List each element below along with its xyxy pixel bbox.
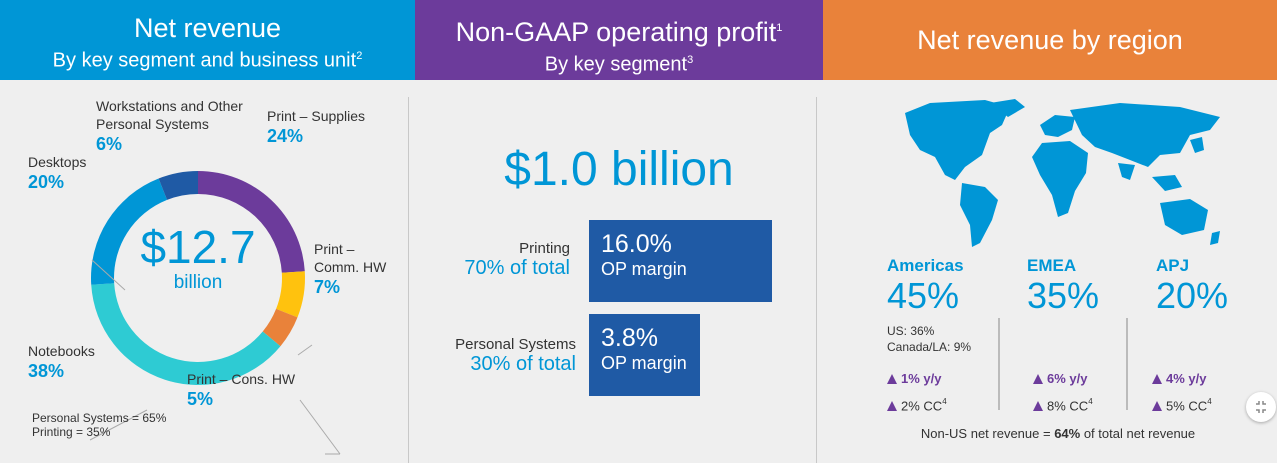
americas-detail: US: 36% Canada/LA: 9% — [887, 324, 972, 354]
collapse-icon[interactable] — [1246, 392, 1276, 422]
header-net-revenue: Net revenue By key segment and business … — [0, 0, 415, 80]
up-arrow-icon — [887, 401, 897, 412]
header-region: Net revenue by region — [823, 0, 1277, 80]
region-apj: APJ 20% — [1156, 256, 1229, 316]
leader-line — [299, 399, 341, 455]
op-margin-box-personal-systems: 3.8% OP margin — [589, 314, 700, 396]
center-value: $12.7 — [140, 221, 256, 273]
non-us-footer: Non-US net revenue = 64% of total net re… — [920, 426, 1196, 441]
label-notebooks: Notebooks 38% — [28, 343, 95, 381]
label-print-supplies: Print – Supplies 24% — [267, 108, 366, 146]
label-desktops: Desktops 20% — [28, 154, 87, 192]
leader-line — [91, 259, 126, 291]
header-title: Net revenue — [133, 13, 282, 43]
footnote-ref: 2 — [356, 50, 363, 62]
header-title: Net revenue by region — [917, 25, 1183, 55]
up-arrow-icon — [1033, 374, 1043, 384]
row-printing: Printing 70% of total — [464, 240, 570, 279]
emea-growth: 6% y/y 8% CC4 — [1033, 367, 1093, 417]
region-americas: Americas 45% — [887, 256, 964, 316]
segment-totals-note: Personal Systems = 65% Printing = 35% — [32, 411, 167, 439]
up-arrow-icon — [1152, 374, 1162, 384]
up-arrow-icon — [1033, 401, 1043, 412]
center-unit: billion — [173, 272, 223, 293]
donut-slice-workstations-and-other-personal-systems — [158, 171, 198, 200]
region-separator — [998, 318, 1000, 410]
header-subtitle: By key segment and business unit — [52, 49, 357, 72]
donut-slice-print-comm-hw — [276, 271, 305, 318]
donut-slice-notebooks — [91, 283, 281, 385]
donut-slice-print-supplies — [198, 171, 305, 273]
header-op-profit: Non-GAAP operating profit1 By key segmen… — [415, 0, 823, 80]
up-arrow-icon — [887, 374, 897, 384]
section-divider — [408, 97, 409, 463]
row-personal-systems: Personal Systems 30% of total — [455, 336, 576, 375]
world-map-icon — [905, 99, 1220, 247]
donut-center: $12.7 billion — [118, 222, 278, 294]
region-emea: EMEA 35% — [1027, 256, 1100, 316]
leader-line — [297, 344, 313, 356]
header-title: Non-GAAP operating profit — [455, 17, 777, 47]
region-separator — [1126, 318, 1128, 410]
label-print-cons-hw: Print – Cons. HW 5% — [187, 371, 296, 409]
label-workstations: Workstations and Other Personal Systems … — [96, 98, 243, 154]
donut-slice-print-cons-hw — [262, 308, 298, 347]
header-subtitle: By key segment — [544, 53, 688, 76]
up-arrow-icon — [1152, 401, 1162, 412]
section-divider — [816, 97, 817, 463]
op-profit-total: $1.0 billion — [504, 143, 734, 196]
footnote-ref: 1 — [776, 22, 783, 34]
op-margin-box-printing: 16.0% OP margin — [589, 220, 772, 302]
donut-chart — [89, 171, 341, 455]
americas-growth: 1% y/y 2% CC4 — [887, 367, 947, 417]
label-print-comm-hw: Print – Comm. HW 7% — [314, 241, 387, 297]
footnote-ref: 3 — [687, 54, 694, 66]
leader-line — [89, 409, 148, 441]
apj-growth: 4% y/y 5% CC4 — [1152, 367, 1212, 417]
donut-slice-desktops — [91, 178, 168, 285]
